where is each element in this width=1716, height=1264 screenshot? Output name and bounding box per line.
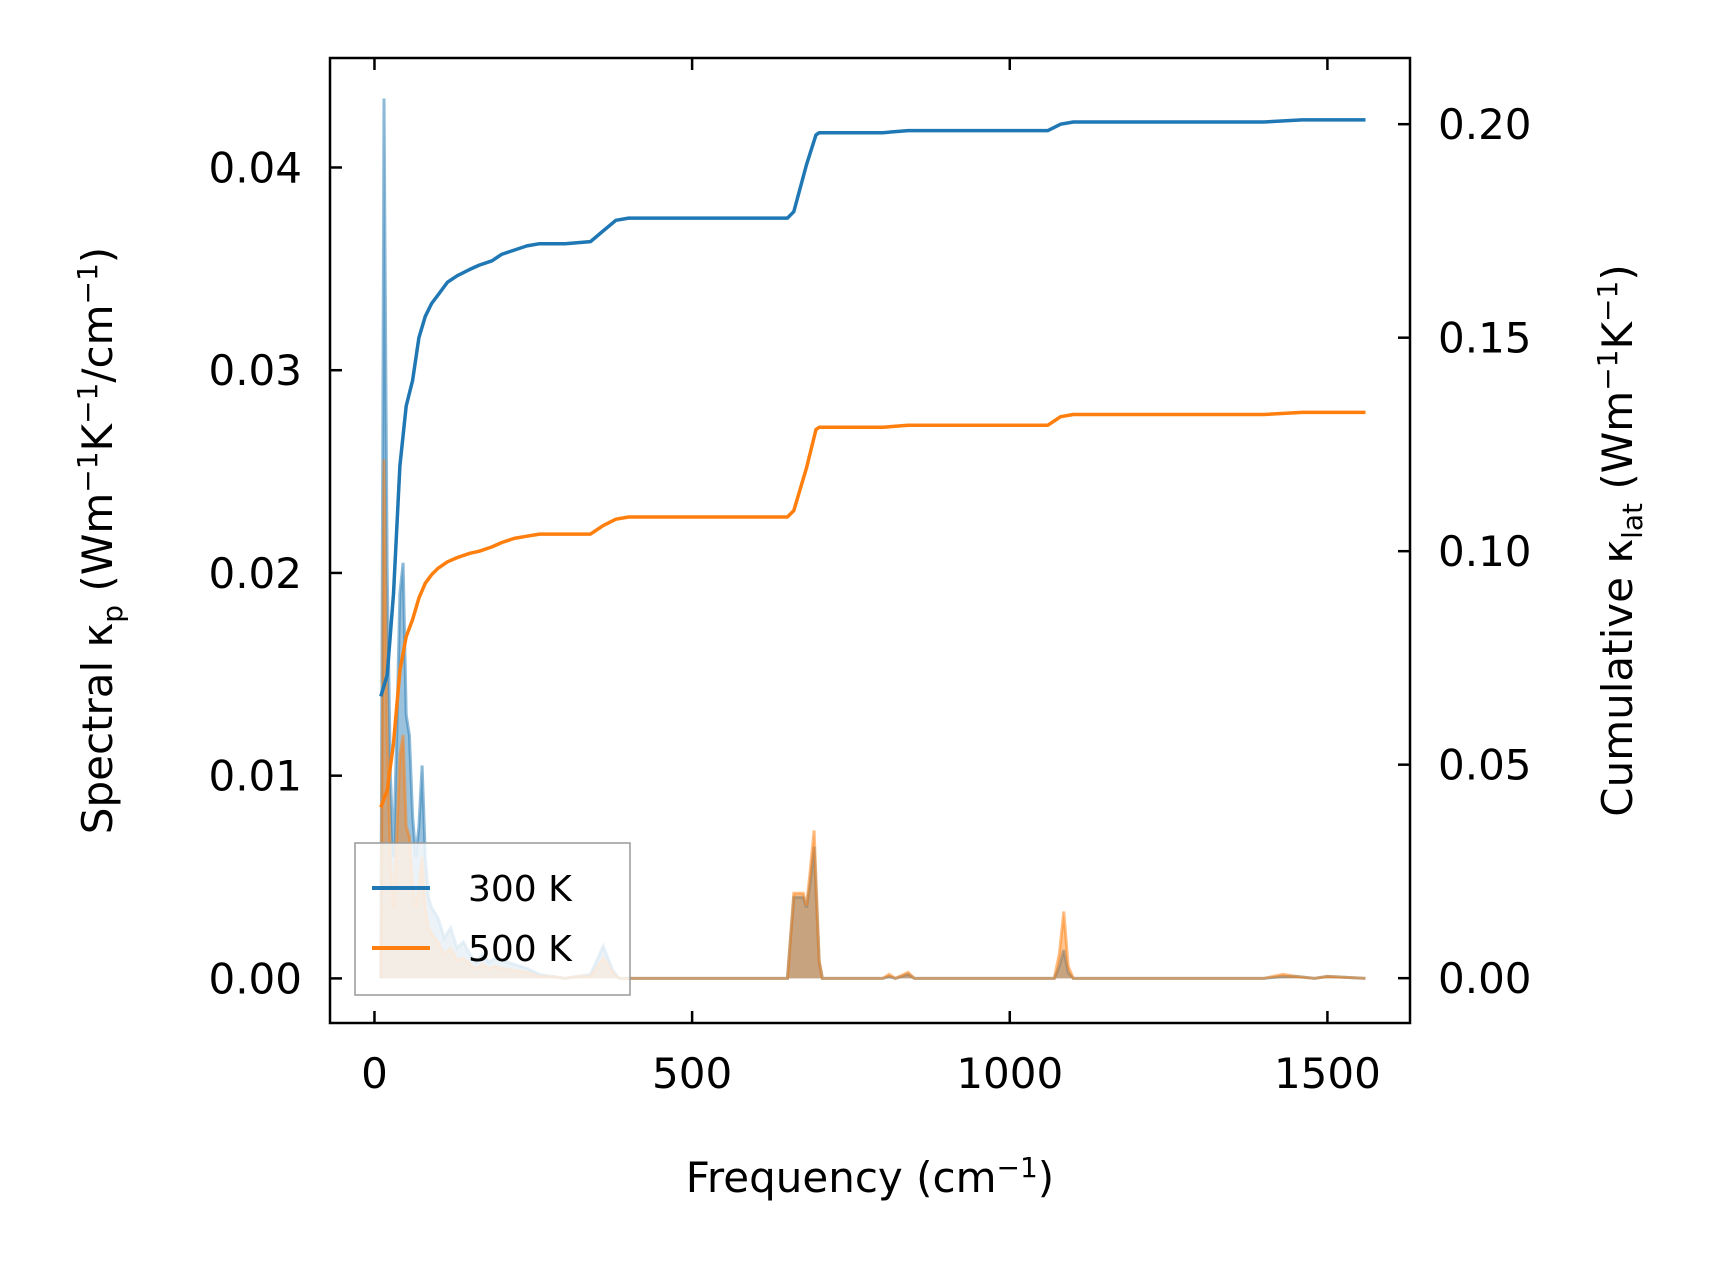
y-left-tick-label: 0.00 <box>208 954 302 1003</box>
y-left-tick-label: 0.03 <box>208 346 302 395</box>
y-left-tick-label: 0.02 <box>208 549 302 598</box>
cumulative-line-1 <box>379 118 1366 697</box>
line-layer <box>379 118 1366 809</box>
x-tick-label: 1500 <box>1274 1049 1381 1098</box>
plot-frame <box>328 56 1412 1025</box>
y-right-tick-label: 0.00 <box>1438 954 1532 1003</box>
y-left-tick-label: 0.04 <box>208 143 302 192</box>
legend-label: 500 K <box>468 929 573 970</box>
y-right-tick-label: 0.05 <box>1438 741 1532 790</box>
axis-label-layer: Frequency (cm−1) Spectral κp (Wm−1K−1/cm−… <box>71 247 1649 1202</box>
y-right-axis-label: Cumulative κlat (Wm−1K−1) <box>1591 264 1649 816</box>
y-right-tick-label: 0.20 <box>1438 100 1532 149</box>
x-tick-label: 0 <box>361 1049 388 1098</box>
x-tick-label: 1000 <box>956 1049 1063 1098</box>
legend-label: 300 K <box>468 869 573 910</box>
x-tick-label: 500 <box>652 1049 732 1098</box>
x-axis-label: Frequency (cm−1) <box>686 1151 1054 1202</box>
legend-box <box>354 842 631 996</box>
y-right-tick-label: 0.15 <box>1438 314 1532 363</box>
y-right-tick-label: 0.10 <box>1438 527 1532 576</box>
legend: 300 K 500 K <box>354 842 631 996</box>
y-left-tick-label: 0.01 <box>208 752 302 801</box>
tick-layer: 0 500 1000 1500 0.00 0.01 0.02 0.03 0.04 0.00 0.05… <box>208 58 1532 1098</box>
cumulative-line-2 <box>379 410 1366 809</box>
y-left-axis-label: Spectral κp (Wm−1K−1/cm−1) <box>71 247 129 834</box>
